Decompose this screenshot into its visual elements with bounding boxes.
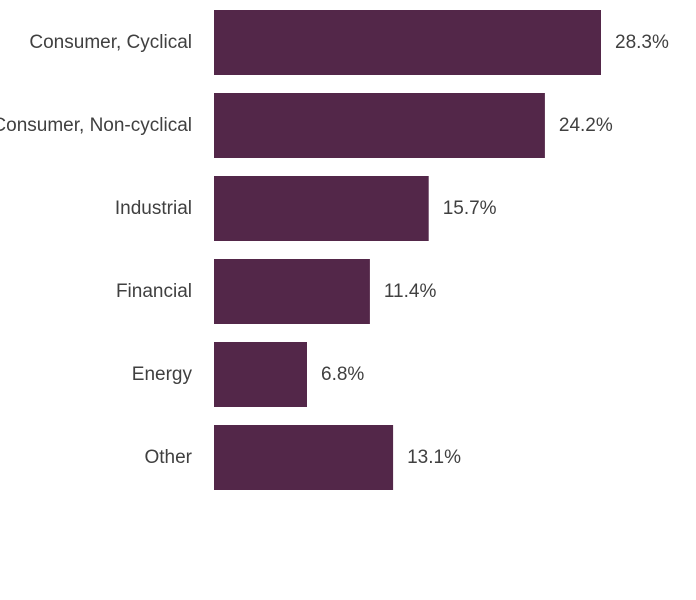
bar-4 (214, 342, 307, 407)
category-label-2: Industrial (115, 198, 192, 219)
category-label-1: Consumer, Non-cyclical (0, 115, 192, 136)
bars-group (214, 10, 601, 490)
bar-5 (214, 425, 394, 490)
value-label-4: 6.8% (321, 364, 364, 385)
category-label-4: Energy (132, 364, 193, 385)
value-label-2: 15.7% (443, 198, 497, 219)
category-labels-group: Consumer, Cyclical Consumer, Non-cyclical… (0, 32, 193, 468)
category-label-0: Consumer, Cyclical (29, 32, 192, 53)
value-label-0: 28.3% (615, 32, 669, 53)
bar-2 (214, 176, 429, 241)
value-label-3: 11.4% (384, 281, 437, 302)
bar-3 (214, 259, 370, 324)
category-label-3: Financial (116, 281, 192, 302)
value-label-1: 24.2% (559, 115, 613, 136)
value-label-5: 13.1% (407, 447, 461, 468)
bar-1 (214, 93, 545, 158)
category-label-5: Other (144, 447, 192, 468)
bar-0 (214, 10, 601, 75)
value-labels-group: 28.3% 24.2% 15.7% 11.4% 6.8% 13.1% (321, 32, 669, 468)
